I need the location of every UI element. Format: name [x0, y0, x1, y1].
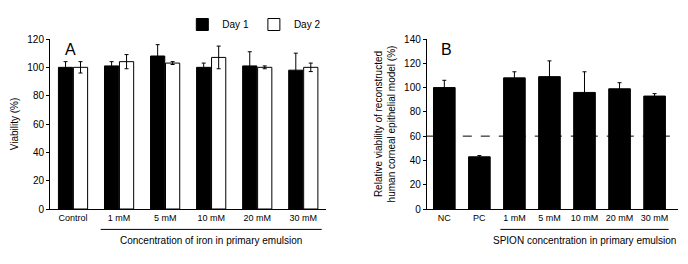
svg-text:100: 100 — [27, 62, 44, 73]
svg-text:NC: NC — [438, 213, 451, 223]
svg-text:60: 60 — [410, 131, 422, 142]
svg-text:1 mM: 1 mM — [503, 213, 526, 223]
svg-text:20: 20 — [410, 179, 422, 190]
svg-text:20 mM: 20 mM — [606, 213, 634, 223]
svg-text:SPION concentration in primary: SPION concentration in primary emulsion — [493, 235, 676, 246]
svg-text:0: 0 — [38, 204, 44, 215]
svg-text:100: 100 — [404, 82, 421, 93]
svg-text:40: 40 — [33, 147, 45, 158]
svg-text:5 mM: 5 mM — [154, 213, 177, 223]
svg-text:Relative viability of reconstr: Relative viability of reconstructedhuman… — [373, 46, 397, 203]
svg-text:10 mM: 10 mM — [197, 213, 225, 223]
svg-text:120: 120 — [27, 34, 44, 45]
svg-text:140: 140 — [404, 34, 421, 45]
svg-text:0: 0 — [415, 204, 421, 215]
svg-text:Control: Control — [59, 213, 88, 223]
svg-text:PC: PC — [473, 213, 486, 223]
svg-text:40: 40 — [410, 155, 422, 166]
svg-text:Day 2: Day 2 — [294, 19, 321, 30]
svg-text:120: 120 — [404, 58, 421, 69]
svg-text:1 mM: 1 mM — [108, 213, 131, 223]
svg-text:A: A — [65, 41, 76, 58]
svg-text:Day 1: Day 1 — [222, 19, 249, 30]
svg-text:Viability (%): Viability (%) — [9, 98, 20, 151]
svg-text:30 mM: 30 mM — [641, 213, 669, 223]
svg-text:B: B — [441, 41, 452, 58]
svg-text:20: 20 — [33, 175, 45, 186]
svg-text:60: 60 — [33, 119, 45, 130]
svg-text:80: 80 — [33, 90, 45, 101]
svg-text:5 mM: 5 mM — [538, 213, 561, 223]
svg-text:10 mM: 10 mM — [571, 213, 599, 223]
svg-text:80: 80 — [410, 106, 422, 117]
svg-text:Concentration of iron in prima: Concentration of iron in primary emulsio… — [120, 235, 302, 246]
svg-text:30 mM: 30 mM — [290, 213, 318, 223]
svg-text:20 mM: 20 mM — [243, 213, 271, 223]
